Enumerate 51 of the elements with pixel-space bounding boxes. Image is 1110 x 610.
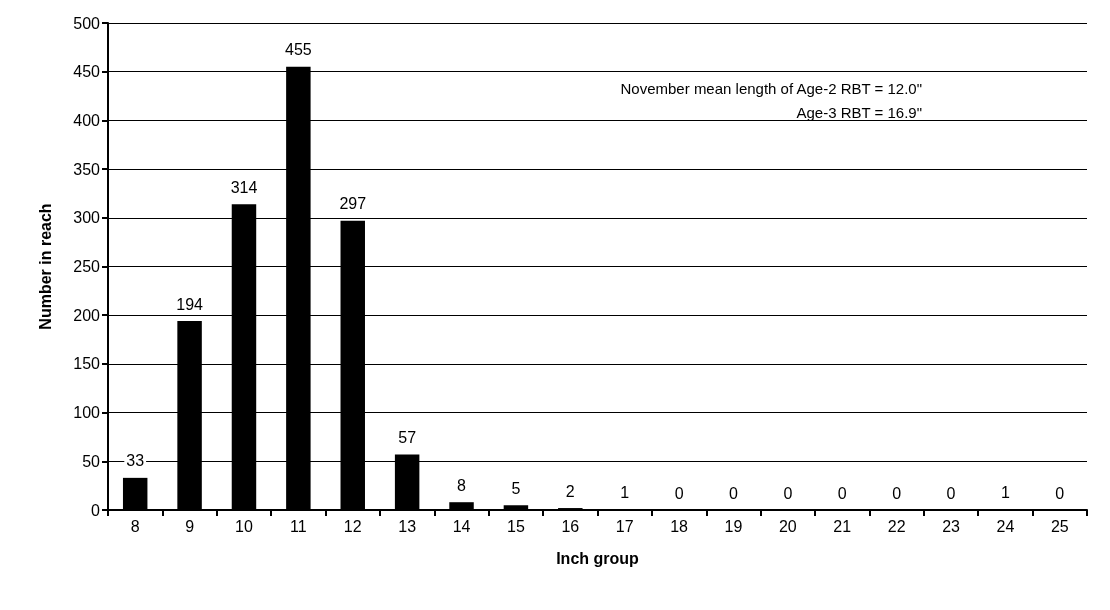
x-axis-title: Inch group [556, 549, 640, 567]
x-tick-label: 22 [887, 517, 906, 535]
data-label: 0 [729, 484, 739, 502]
y-tick-label: 300 [73, 209, 101, 227]
y-tick-label: 350 [73, 160, 101, 178]
x-tick-label: 16 [561, 517, 580, 535]
y-tick-label: 0 [91, 501, 101, 519]
data-label: 1 [1000, 483, 1010, 501]
annotation: November mean length of Age-2 RBT = 12.0" [620, 80, 922, 97]
data-label: 0 [892, 484, 902, 502]
data-label: 314 [230, 178, 258, 196]
x-tick-label: 25 [1050, 517, 1069, 535]
data-label: 0 [1055, 484, 1065, 502]
y-tick-label: 50 [82, 452, 101, 470]
x-tick-label: 24 [996, 517, 1015, 535]
data-label: 0 [783, 484, 793, 502]
y-axis-title: Number in reach [36, 203, 54, 330]
y-tick-label: 400 [73, 111, 101, 129]
x-tick-label: 8 [130, 517, 140, 535]
y-tick-label: 500 [73, 14, 101, 32]
y-tick-label: 250 [73, 258, 101, 275]
data-label: 194 [176, 295, 204, 313]
x-tick-label: 17 [615, 517, 634, 535]
x-tick-label: 20 [778, 517, 797, 535]
y-tick-label: 450 [73, 63, 101, 81]
x-tick-label: 21 [833, 517, 852, 535]
x-tick-label: 10 [235, 517, 253, 535]
data-label: 0 [837, 484, 847, 502]
x-tick-label: 9 [185, 517, 195, 535]
y-tick-label: 100 [73, 404, 101, 422]
x-tick-label: 14 [452, 517, 471, 535]
data-label: 57 [398, 428, 417, 446]
data-label: 5 [511, 479, 521, 497]
y-tick-label: 200 [73, 306, 101, 324]
x-tick-label: 12 [343, 517, 362, 535]
data-label: 297 [339, 195, 367, 213]
x-tick-label: 19 [724, 517, 743, 535]
data-label: 0 [946, 484, 956, 502]
x-tick-label: 11 [290, 517, 307, 535]
x-tick-label: 15 [507, 517, 525, 535]
data-label: 2 [565, 482, 575, 500]
y-tick-label: 150 [73, 355, 101, 373]
data-label: 455 [285, 41, 312, 59]
data-label: 8 [457, 476, 467, 494]
x-tick-label: 23 [942, 517, 961, 535]
data-label: 1 [620, 483, 630, 501]
x-tick-label: 18 [670, 517, 689, 535]
annotation: Age-3 RBT = 16.9" [796, 104, 922, 121]
x-tick-label: 13 [398, 517, 417, 535]
data-label: 33 [126, 452, 145, 470]
data-label: 0 [674, 484, 684, 502]
